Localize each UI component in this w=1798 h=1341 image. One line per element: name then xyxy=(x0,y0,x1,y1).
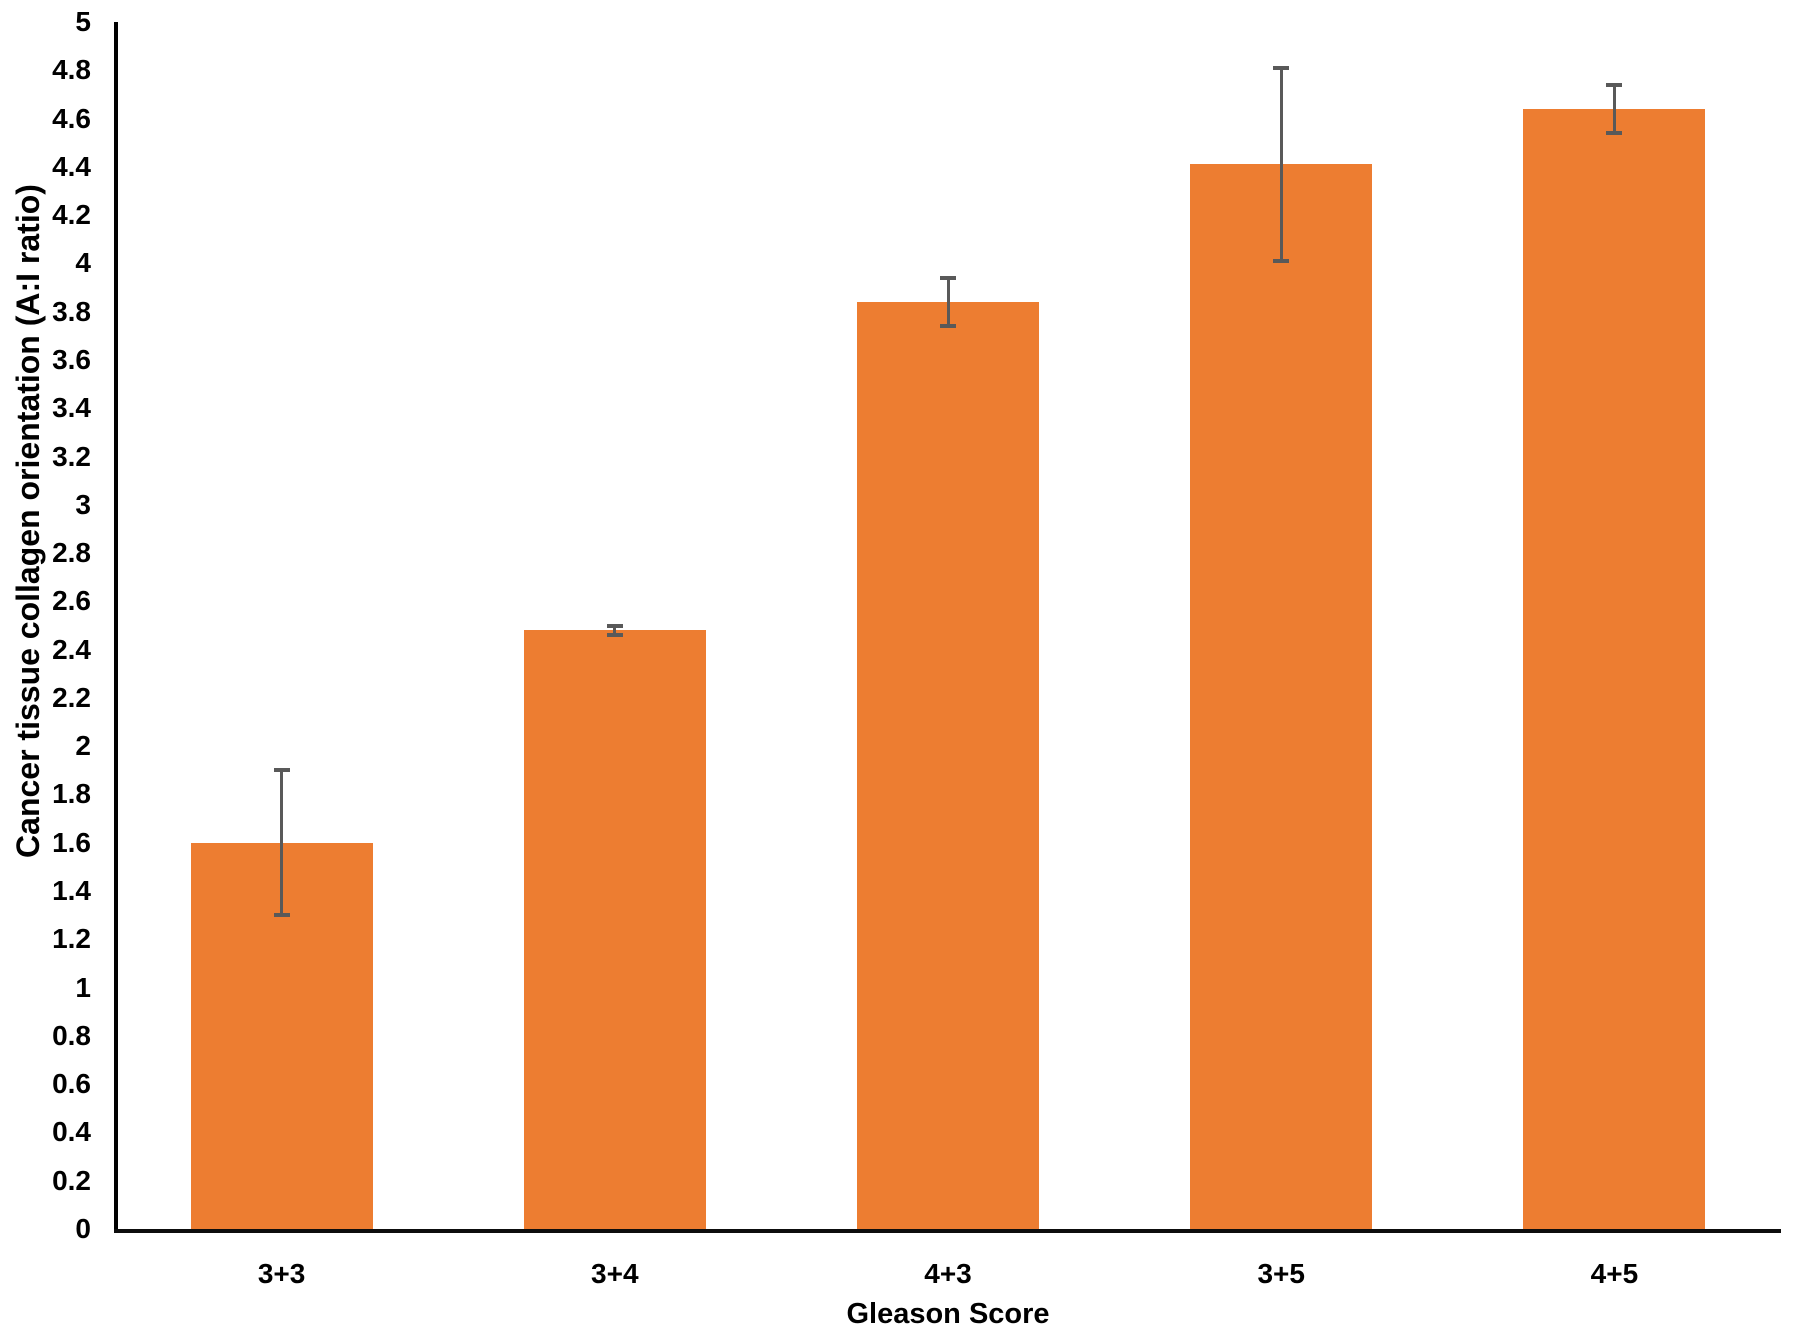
y-tick-label: 2.6 xyxy=(52,585,91,617)
error-bar-cap xyxy=(1606,131,1623,136)
y-tick-label: 1 xyxy=(75,971,91,1003)
error-bar-cap xyxy=(606,623,623,628)
x-tick-label-3+5: 3+5 xyxy=(1257,1258,1305,1289)
x-tick-label-3+3: 3+3 xyxy=(257,1258,306,1289)
error-bar-cap xyxy=(273,913,290,918)
y-tick-label: 1.8 xyxy=(52,778,91,810)
y-tick-label: 0.6 xyxy=(52,1068,91,1100)
y-tick-label: 1.6 xyxy=(52,826,91,858)
error-bar-cap xyxy=(273,768,290,773)
x-axis-title: Gleason Score xyxy=(846,1298,1050,1330)
y-tick-label: 0.8 xyxy=(52,1019,91,1051)
y-tick-label: 1.2 xyxy=(52,923,91,955)
x-tick-label-3+4: 3+4 xyxy=(591,1258,639,1289)
x-tick-label-4+5: 4+5 xyxy=(1590,1258,1639,1289)
y-tick-label: 0 xyxy=(75,1213,91,1244)
bar-3+4 xyxy=(523,630,706,1229)
y-tick-label: 3.6 xyxy=(52,343,91,375)
y-axis-line xyxy=(114,22,118,1233)
y-tick-label: 4 xyxy=(75,247,91,279)
y-tick-label: 4.8 xyxy=(52,54,91,86)
error-bar-stem xyxy=(613,625,617,636)
x-axis-line xyxy=(114,1229,1781,1233)
error-bar-stem xyxy=(946,277,950,327)
error-bar-cap xyxy=(1606,82,1623,87)
bar-4+5 xyxy=(1523,108,1706,1229)
y-tick-label: 5 xyxy=(75,6,91,37)
y-tick-label: 4.4 xyxy=(52,150,91,182)
error-bar-cap xyxy=(1273,65,1290,70)
bar-4+3 xyxy=(857,302,1039,1229)
error-bar-cap xyxy=(606,633,623,638)
x-tick-label-4+3: 4+3 xyxy=(924,1258,972,1289)
error-bar-stem xyxy=(1279,67,1283,261)
y-tick-label: 0.2 xyxy=(52,1164,91,1196)
y-tick-label: 3.2 xyxy=(52,440,91,472)
y-tick-label: 3.8 xyxy=(52,295,91,327)
error-bar-cap xyxy=(1273,258,1290,263)
y-tick-label: 1.4 xyxy=(52,875,91,907)
y-tick-label: 0.4 xyxy=(52,1116,91,1148)
y-tick-label: 2.4 xyxy=(52,633,91,665)
y-tick-label: 3.4 xyxy=(52,392,91,424)
y-tick-label: 2.2 xyxy=(52,681,91,713)
bar-3+5 xyxy=(1190,164,1373,1229)
error-bar-cap xyxy=(940,324,956,329)
y-tick-label: 4.6 xyxy=(52,102,91,134)
y-tick-label: 2.8 xyxy=(52,537,91,569)
error-bar-cap xyxy=(940,275,956,280)
y-tick-label: 4.2 xyxy=(52,199,91,231)
y-tick-label: 3 xyxy=(75,488,91,520)
error-bar-stem xyxy=(1612,84,1616,134)
y-tick-label: 2 xyxy=(75,730,91,762)
error-bar-stem xyxy=(280,770,284,916)
